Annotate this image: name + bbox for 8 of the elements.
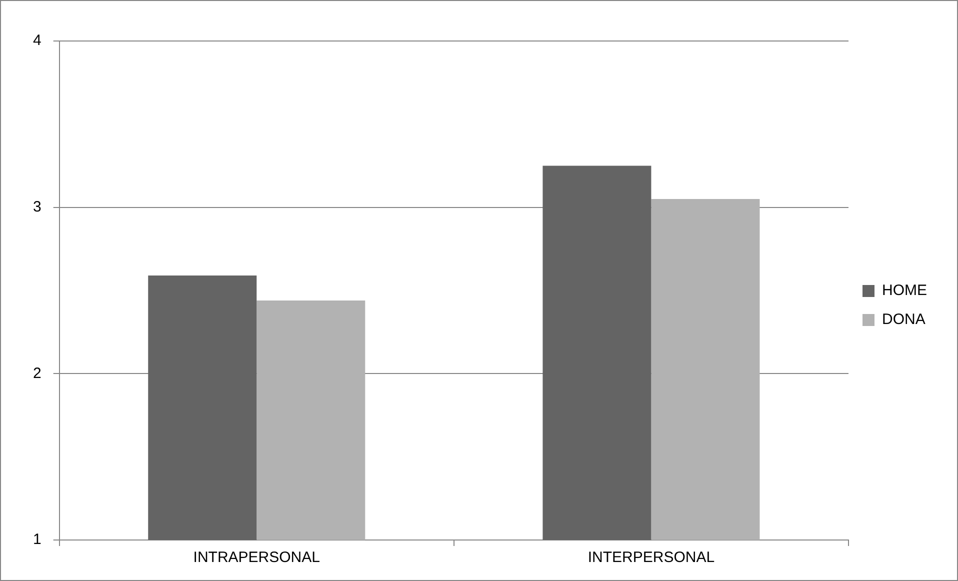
y-tick-label: 1 (33, 531, 42, 548)
legend-label: DONA (882, 311, 926, 328)
y-tick-label: 2 (33, 364, 42, 382)
x-tick-label: INTRAPERSONAL (193, 549, 320, 566)
x-tick-label: INTERPERSONAL (588, 549, 715, 566)
y-tick-label: 4 (33, 32, 42, 50)
legend-label: HOME (882, 282, 927, 300)
y-tick-label: 3 (33, 198, 42, 216)
